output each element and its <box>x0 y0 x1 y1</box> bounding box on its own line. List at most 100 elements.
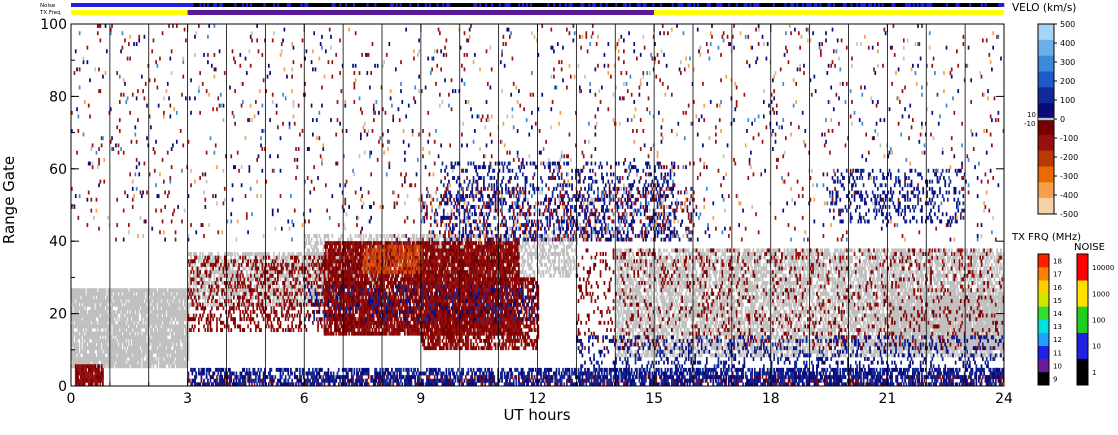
echo-cell-ground <box>619 262 621 267</box>
echo-cell-ground <box>76 306 78 311</box>
echo-cell-ground <box>172 313 174 318</box>
echo-cell-ground <box>545 241 547 246</box>
echo-cell-ground <box>507 273 510 278</box>
echo-cell-ground <box>359 295 362 300</box>
echo-cell-ground <box>275 291 278 296</box>
echo-cell-ground <box>232 288 235 293</box>
echo-cell-ground <box>369 273 371 278</box>
echo-cell-ground <box>652 324 655 329</box>
echo-cell-ground <box>369 288 371 293</box>
echo-cell-ground <box>137 328 139 332</box>
noise-strip-cell <box>671 3 674 7</box>
echo-cell-ground <box>192 252 195 256</box>
echo-cell-ground <box>160 331 163 336</box>
echo-cell-ground <box>122 302 125 307</box>
echo-cell-ground <box>230 302 233 307</box>
echo-cell-ground <box>297 266 300 271</box>
echo-cell-ground <box>628 338 630 343</box>
echo-cell-ground <box>138 349 141 354</box>
echo-cell-ground <box>191 262 194 267</box>
echo-cell-ground <box>633 266 636 271</box>
echo-cell-ground <box>169 317 172 322</box>
noise-strip-cell <box>174 3 177 7</box>
echo-cell-ground <box>147 295 150 300</box>
echo-cell-ground <box>135 360 138 365</box>
echo-cell-ground <box>301 255 304 260</box>
echo-cell-ground <box>93 353 95 358</box>
echo-cell-ground <box>542 252 545 256</box>
echo-cell-ground <box>124 353 126 358</box>
noise-strip-cell <box>146 3 150 7</box>
echo-cell-ground <box>178 353 181 358</box>
echo-cell-ground <box>647 309 650 314</box>
echo-cell-ground <box>523 259 525 264</box>
echo-cell-ground <box>315 241 318 246</box>
echo-cell-ground <box>117 357 120 361</box>
echo-cell-ground <box>624 248 627 253</box>
echo-cell-ground <box>256 281 258 285</box>
echo-cell-ground <box>151 306 154 311</box>
echo-cell-ground <box>659 306 662 311</box>
echo-cell-ground <box>641 262 643 267</box>
echo-cell-ground <box>181 331 183 336</box>
echo-cell-ground <box>95 320 98 325</box>
echo-cell-ground <box>659 248 662 253</box>
echo-cell-ground <box>642 273 645 278</box>
echo-cell-ground <box>550 273 553 278</box>
echo-cell-ground <box>300 262 303 267</box>
echo-cell-ground <box>451 233 454 238</box>
echo-cell-ground <box>638 273 641 278</box>
echo-cell-ground <box>208 281 211 285</box>
echo-cell-ground <box>221 273 224 278</box>
echo-cell-ground <box>112 331 115 336</box>
echo-cell-ground <box>615 353 617 358</box>
echo-cell-ground <box>160 349 163 354</box>
echo-cell-ground <box>650 324 652 329</box>
echo-cell-ground <box>564 273 567 278</box>
echo-cell-ground <box>130 306 133 311</box>
echo-cell-ground <box>275 259 278 264</box>
echo-cell-ground <box>117 299 120 304</box>
echo-cell-ground <box>468 237 471 242</box>
echo-cell-ground <box>641 255 643 260</box>
echo-cell-ground <box>113 309 116 314</box>
echo-cell-ground <box>152 331 155 336</box>
echo-cell-ground <box>98 349 100 354</box>
echo-cell-ground <box>319 241 322 246</box>
echo-cell-ground <box>112 288 115 293</box>
echo-cell-ground <box>650 281 652 285</box>
echo-cell-ground <box>635 291 638 296</box>
echo-cell-ground <box>164 317 166 322</box>
echo-cell-ground <box>74 317 77 322</box>
echo-cell-ground <box>486 233 489 238</box>
echo-cell-ground <box>623 328 625 332</box>
echo-cell-ground <box>116 299 119 304</box>
echo-cell-ground <box>542 244 545 249</box>
echo-cell-ground <box>179 331 182 336</box>
echo-cell-ground <box>326 255 328 260</box>
echo-cell-ground <box>521 244 524 249</box>
echo-cell-ground <box>647 331 650 336</box>
echo-cell-ground <box>131 302 134 307</box>
echo-cell-ground <box>293 277 296 282</box>
echo-cell-ground <box>656 346 659 351</box>
echo-cell-ground <box>569 259 572 264</box>
echo-cell-ground <box>554 233 557 238</box>
echo-cell-ground <box>541 252 544 256</box>
echo-cell-ground <box>212 291 214 296</box>
echo-cell-ground <box>165 291 168 296</box>
noise-strip-cell <box>588 3 591 7</box>
echo-cell-ground <box>144 302 147 307</box>
echo-cell-ground <box>659 313 662 318</box>
echo-cell-ground <box>83 346 86 351</box>
echo-cell-ground <box>647 317 650 322</box>
echo-cell-ground <box>99 328 102 332</box>
echo-cell-ground <box>262 262 265 267</box>
echo-cell-ground <box>163 328 165 332</box>
echo-cell-ground <box>80 317 82 322</box>
echo-cell-ground <box>525 241 528 246</box>
echo-cell-ground <box>265 302 268 307</box>
echo-cell-ground <box>113 353 116 358</box>
echo-cell-ground <box>252 259 255 264</box>
echo-cell-ground <box>194 273 196 278</box>
